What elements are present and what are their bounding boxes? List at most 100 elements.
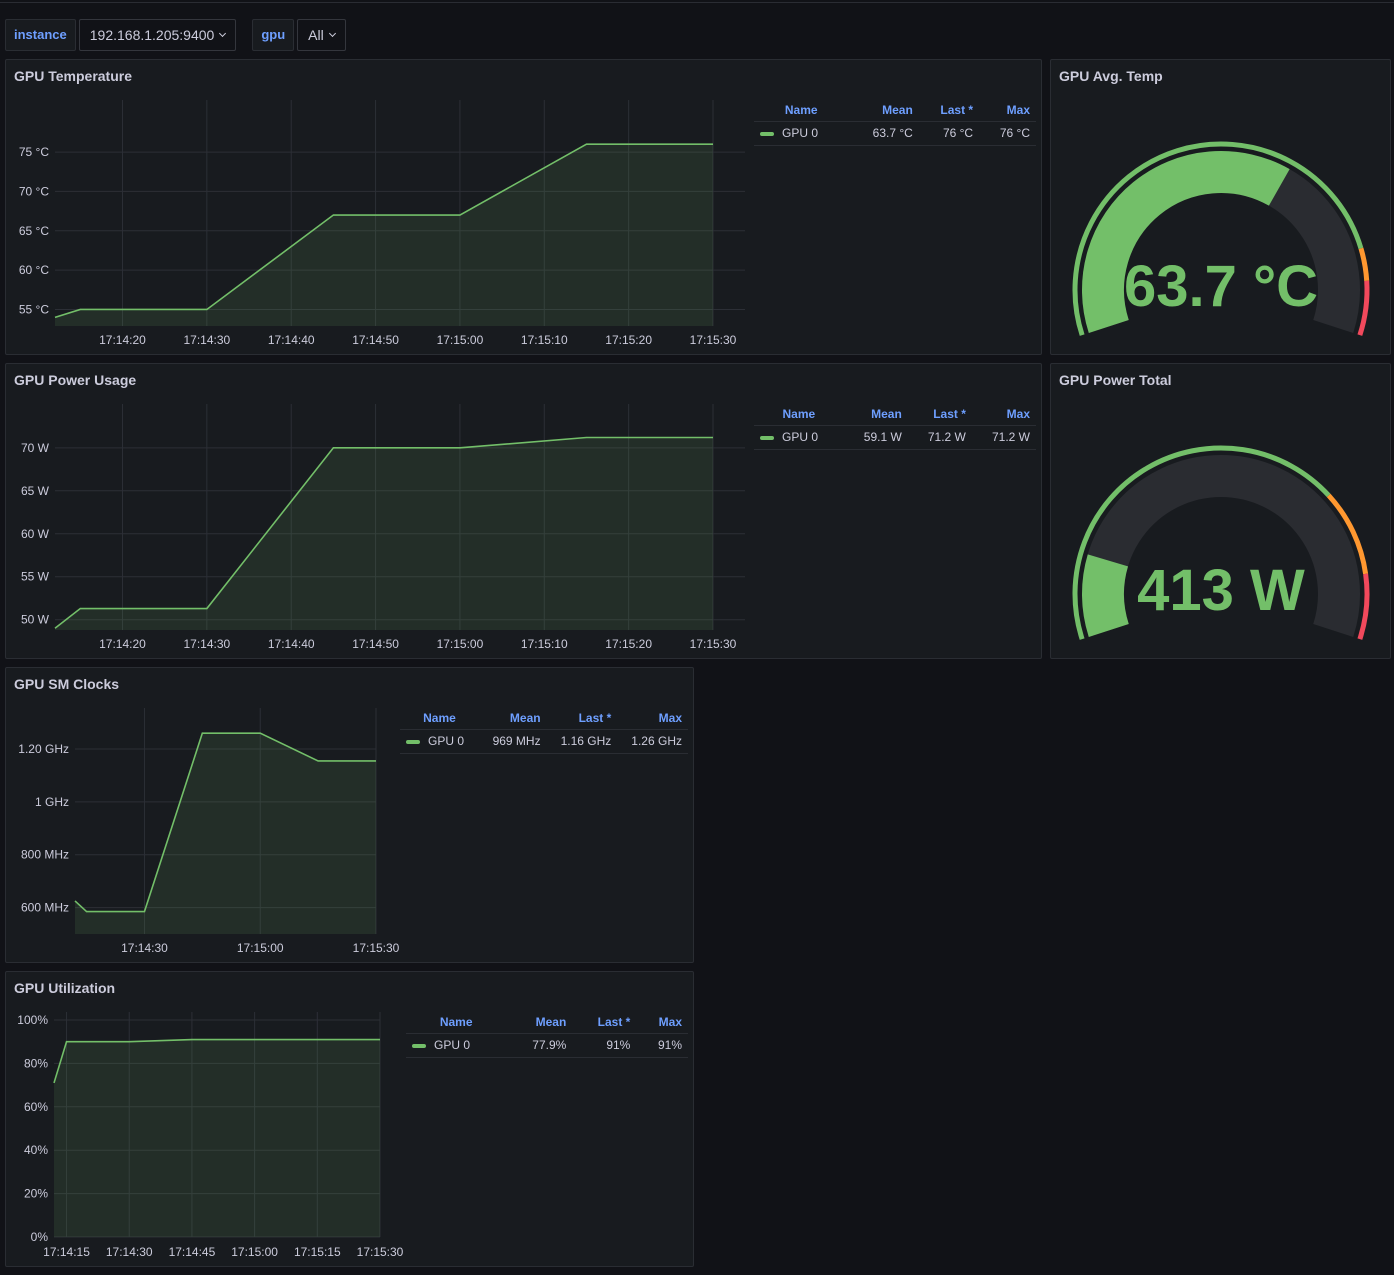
gauge-value-arc <box>1082 554 1129 637</box>
series-color-swatch <box>412 1043 426 1048</box>
legend-header-mean[interactable]: Mean <box>509 711 541 725</box>
power-total-gauge: 413 W <box>1072 445 1370 640</box>
y-tick-label: 80% <box>24 1056 48 1070</box>
x-tick-label: 17:14:30 <box>121 941 168 955</box>
legend-series-name[interactable]: GPU 0 <box>754 425 844 450</box>
legend-row[interactable]: GPU 0 63.7 °C 76 °C 76 °C <box>754 121 1036 146</box>
instance-value: 192.168.1.205:9400 <box>89 27 215 43</box>
legend-row[interactable]: GPU 0 59.1 W 71.2 W 71.2 W <box>754 425 1036 450</box>
y-tick-label: 60 °C <box>19 263 49 277</box>
series-color-swatch <box>760 131 774 136</box>
legend-header-last[interactable]: Last * <box>933 407 966 421</box>
legend-max-value: 71.2 W <box>971 425 1036 450</box>
legend-header-max[interactable]: Max <box>1006 407 1030 421</box>
x-tick-label: 17:15:15 <box>294 1245 341 1259</box>
x-tick-label: 17:15:20 <box>605 333 652 347</box>
y-tick-label: 55 W <box>21 570 50 584</box>
x-tick-label: 17:15:30 <box>690 333 737 347</box>
panel-title: GPU Power Usage <box>14 372 137 388</box>
utilization-legend: Name Mean Last * Max GPU 0 77.9% 91% 91% <box>406 1012 688 1058</box>
legend-series-name[interactable]: GPU 0 <box>400 729 479 754</box>
temperature-legend: Name Mean Last * Max GPU 0 63.7 °C 76 °C 76 °C <box>754 100 1036 146</box>
y-tick-label: 70 W <box>21 441 50 455</box>
panel-title: GPU Avg. Temp <box>1059 68 1163 84</box>
legend-header-name[interactable]: Name <box>439 1015 473 1029</box>
variable-bar: instance 192.168.1.205:9400 gpu All <box>5 19 346 51</box>
gauge-threshold-band <box>1072 141 1364 336</box>
legend-header-last[interactable]: Last * <box>597 1015 631 1029</box>
legend-header-last[interactable]: Last * <box>940 103 974 117</box>
legend-header-max[interactable]: Max <box>658 1015 682 1029</box>
legend-max-value: 1.26 GHz <box>617 729 688 754</box>
panel-gpu-temperature[interactable]: GPU Temperature 55 °C 60 °C 65 °C 70 °C 75 °… <box>5 59 1042 355</box>
legend-mean-value: 969 MHz <box>478 729 547 754</box>
y-tick-label: 65 °C <box>19 224 49 238</box>
gauge-threshold-band <box>1358 247 1370 282</box>
legend-last-value: 76 °C <box>918 121 980 146</box>
panel-gpu-power-total[interactable]: GPU Power Total 413 W <box>1050 363 1391 659</box>
y-tick-label: 50 W <box>21 613 50 627</box>
gauge-threshold-band <box>1357 573 1370 640</box>
legend-table: Name Mean Last * Max GPU 0 969 MHz 1.16 GHz 1.2… <box>400 708 688 754</box>
legend-last-value: 71.2 W <box>907 425 972 450</box>
x-tick-label: 17:14:45 <box>169 1245 216 1259</box>
power-chart[interactable]: 50 W 55 W 60 W 65 W 70 W 17:14:20 17:14:30 17:1… <box>6 404 751 656</box>
x-tick-label: 17:14:30 <box>183 637 230 651</box>
legend-header-max[interactable]: Max <box>1006 103 1030 117</box>
x-tick-label: 17:15:30 <box>357 1245 404 1259</box>
utilization-chart[interactable]: 0% 20% 40% 60% 80% 100% 17:14:15 17:14:30 17:14:… <box>6 1012 406 1264</box>
legend-row[interactable]: GPU 0 77.9% 91% 91% <box>406 1033 688 1058</box>
clocks-chart[interactable]: 600 MHz 800 MHz 1 GHz 1.20 GHz 17:14:30 17:15… <box>6 708 401 960</box>
avg-temp-gauge: 63.7 °C <box>1072 141 1370 336</box>
legend-header-name[interactable]: Name <box>423 711 456 725</box>
x-tick-label: 17:15:10 <box>521 333 568 347</box>
x-tick-label: 17:15:00 <box>437 637 484 651</box>
temperature-chart[interactable]: 55 °C 60 °C 65 °C 70 °C 75 °C 17:14:20 17:14:3… <box>6 100 751 352</box>
gauge-threshold-band <box>1357 280 1370 336</box>
x-tick-label: 17:14:15 <box>43 1245 90 1259</box>
gauge-value-text: 413 W <box>1137 558 1305 623</box>
legend-series-name[interactable]: GPU 0 <box>754 121 849 146</box>
series-area <box>55 144 713 326</box>
instance-variable-select[interactable]: 192.168.1.205:9400 <box>78 19 237 51</box>
panel-gpu-sm-clocks[interactable]: GPU SM Clocks 600 MHz 800 MHz 1 GHz 1.20 GH… <box>5 667 694 963</box>
x-tick-label: 17:15:00 <box>437 333 484 347</box>
clocks-legend: Name Mean Last * Max GPU 0 969 MHz 1.16 GHz 1.2… <box>400 708 688 754</box>
legend-mean-value: 63.7 °C <box>848 121 919 146</box>
y-tick-label: 60% <box>24 1100 48 1114</box>
series-area <box>75 733 376 934</box>
panel-gpu-avg-temp[interactable]: GPU Avg. Temp 63.7 °C <box>1050 59 1391 355</box>
legend-header-name[interactable]: Name <box>782 407 816 421</box>
gauge-threshold-band <box>1072 445 1331 640</box>
legend-header-last[interactable]: Last * <box>578 711 612 725</box>
panel-gpu-power-usage[interactable]: GPU Power Usage 50 W 55 W 60 W 65 W 70 W 17:1… <box>5 363 1042 659</box>
instance-variable-label: instance <box>5 19 76 51</box>
legend-max-value: 91% <box>636 1033 688 1058</box>
gauge-threshold-band <box>1326 493 1369 575</box>
panel-gpu-utilization[interactable]: GPU Utilization 0% 20% 40% 60% 80% 100% 17:14:… <box>5 971 694 1267</box>
legend-last-value: 91% <box>572 1033 637 1058</box>
x-tick-label: 17:14:20 <box>99 637 146 651</box>
y-tick-label: 0% <box>31 1230 49 1244</box>
panel-title: GPU Utilization <box>14 980 116 996</box>
gpu-variable-select[interactable]: All <box>297 19 346 51</box>
x-tick-label: 17:15:00 <box>231 1245 278 1259</box>
y-tick-label: 100% <box>17 1013 48 1027</box>
panel-title: GPU SM Clocks <box>14 676 120 692</box>
panel-title: GPU Temperature <box>14 68 132 84</box>
x-tick-label: 17:15:30 <box>353 941 400 955</box>
legend-header-mean[interactable]: Mean <box>535 1015 567 1029</box>
gauge-value-text: 63.7 °C <box>1124 254 1318 319</box>
legend-header-max[interactable]: Max <box>658 711 682 725</box>
legend-header-name[interactable]: Name <box>784 103 818 117</box>
legend-row[interactable]: GPU 0 969 MHz 1.16 GHz 1.26 GHz <box>400 729 688 754</box>
legend-table: Name Mean Last * Max GPU 0 63.7 °C 76 °C 76 °C <box>754 100 1036 146</box>
gpu-variable-label: gpu <box>252 19 295 51</box>
x-tick-label: 17:14:40 <box>268 333 315 347</box>
legend-header-mean[interactable]: Mean <box>871 407 902 421</box>
legend-header-mean[interactable]: Mean <box>882 103 913 117</box>
top-border <box>0 2 1394 3</box>
x-tick-label: 17:15:20 <box>605 637 652 651</box>
y-tick-label: 70 °C <box>19 184 49 198</box>
legend-series-name[interactable]: GPU 0 <box>406 1033 507 1058</box>
